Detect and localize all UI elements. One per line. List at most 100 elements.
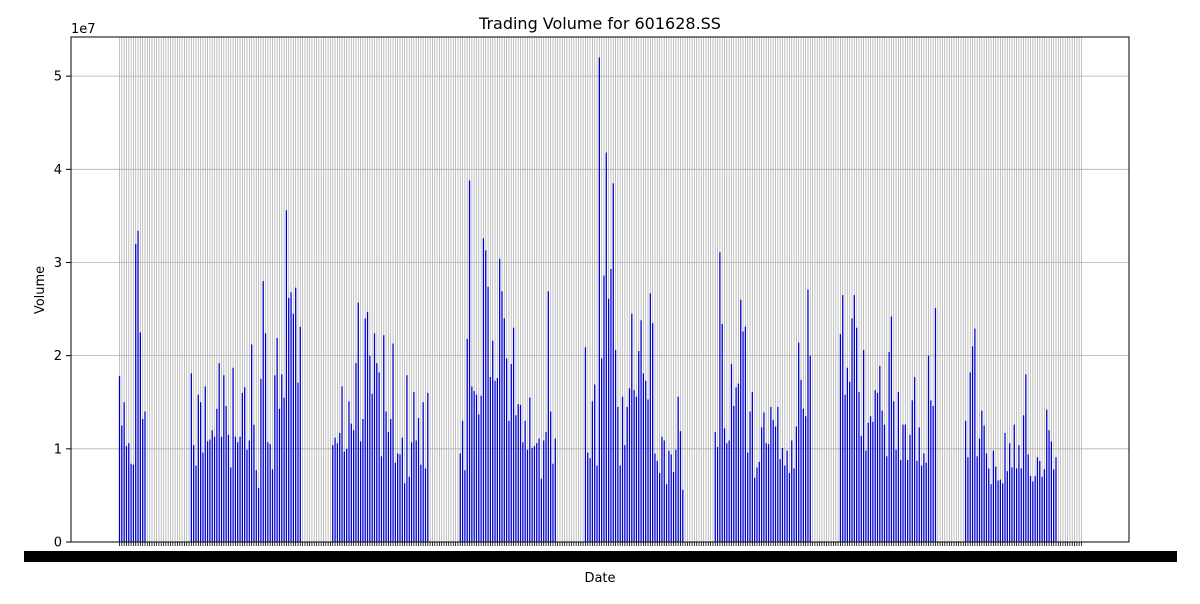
volume-bar <box>633 390 635 542</box>
volume-bar <box>758 461 760 542</box>
volume-bar <box>1055 457 1057 542</box>
volume-bar <box>1011 467 1013 542</box>
y-tick-label: 5 <box>54 70 62 85</box>
volume-bar <box>531 447 533 542</box>
volume-bar <box>408 476 410 542</box>
volume-bar <box>515 415 517 542</box>
volume-bar <box>716 446 719 542</box>
volume-bar <box>881 410 883 542</box>
volume-bar <box>336 443 339 542</box>
y-axis-ticks: 0 1 2 3 4 5 <box>54 70 71 551</box>
volume-bar <box>216 408 218 542</box>
volume-bar <box>925 462 927 542</box>
volume-bar <box>760 427 763 542</box>
volume-bar <box>341 386 343 542</box>
volume-bar <box>786 450 788 542</box>
volume-bar <box>740 299 742 542</box>
volume-bar <box>895 449 897 542</box>
volume-bar <box>800 379 802 542</box>
volume-bar <box>754 477 756 542</box>
volume-bar <box>988 468 990 542</box>
volume-bar <box>536 443 538 542</box>
volume-bar <box>144 411 146 542</box>
volume-bar <box>139 332 142 542</box>
volume-bar <box>913 377 916 542</box>
volume-bar <box>742 331 744 542</box>
volume-bar <box>403 483 406 542</box>
volume-bar <box>1004 432 1006 542</box>
volume-bar <box>781 447 784 542</box>
volume-bar <box>522 442 524 542</box>
volume-bar <box>617 406 619 542</box>
volume-bar <box>596 465 598 542</box>
x-axis-label: Date <box>584 571 615 586</box>
volume-bar <box>1009 443 1011 542</box>
volume-bar <box>508 420 510 542</box>
volume-bar <box>1034 475 1036 542</box>
volume-bar <box>220 436 223 542</box>
volume-bar <box>1027 454 1029 542</box>
volume-bar <box>995 466 997 542</box>
volume-bar <box>777 406 779 542</box>
volume-bar <box>918 427 920 542</box>
volume-bar <box>624 445 626 542</box>
volume-bar <box>747 452 749 542</box>
volume-bar <box>605 152 607 543</box>
volume-bar <box>635 396 638 542</box>
volume-bar <box>355 363 357 542</box>
volume-bar <box>728 440 730 542</box>
volume-bar <box>714 432 716 542</box>
volume-bar <box>719 252 721 542</box>
volume-bar <box>526 449 529 542</box>
volume-bar <box>927 355 930 542</box>
volume-bar <box>487 286 489 542</box>
volume-bar <box>976 456 978 542</box>
volume-bar <box>199 402 202 542</box>
volume-bar <box>339 432 341 542</box>
volume-bar <box>334 437 336 542</box>
volume-bar <box>244 387 246 542</box>
volume-bar <box>413 391 415 542</box>
volume-bar <box>907 460 909 542</box>
volume-bar <box>842 295 844 542</box>
volume-bar <box>262 281 264 542</box>
volume-bar <box>415 440 417 542</box>
volume-bar <box>862 350 865 542</box>
volume-bar <box>851 318 853 542</box>
volume-bar <box>1022 415 1025 542</box>
volume-bar <box>607 298 610 542</box>
volume-bar <box>594 384 596 542</box>
volume-bar <box>983 425 985 542</box>
volume-bars <box>118 57 1057 543</box>
volume-bar <box>385 411 387 542</box>
volume-bar <box>670 454 672 542</box>
volume-bar <box>658 473 661 542</box>
volume-bar <box>867 422 869 542</box>
volume-bar <box>645 380 647 542</box>
volume-bar <box>202 452 204 542</box>
volume-bar <box>387 432 390 542</box>
volume-bar <box>642 373 645 542</box>
volume-bar <box>587 452 589 542</box>
volume-bar <box>990 484 992 542</box>
volume-bar <box>420 464 422 542</box>
volume-bar <box>849 381 851 542</box>
volume-bar <box>461 420 464 542</box>
volume-bar <box>422 402 424 542</box>
volume-bar <box>359 441 362 542</box>
volume-bar <box>348 401 350 542</box>
volume-bar <box>283 397 285 542</box>
volume-bar <box>241 392 243 542</box>
volume-bar <box>350 423 352 542</box>
volume-bar <box>1043 469 1046 542</box>
volume-bar <box>964 420 967 542</box>
y-tick-label: 2 <box>54 349 62 364</box>
volume-bar <box>805 416 807 542</box>
volume-bar <box>193 445 195 542</box>
volume-bar <box>654 453 656 542</box>
volume-bar <box>649 293 651 542</box>
volume-bar <box>765 443 767 542</box>
volume-bar <box>791 440 793 542</box>
